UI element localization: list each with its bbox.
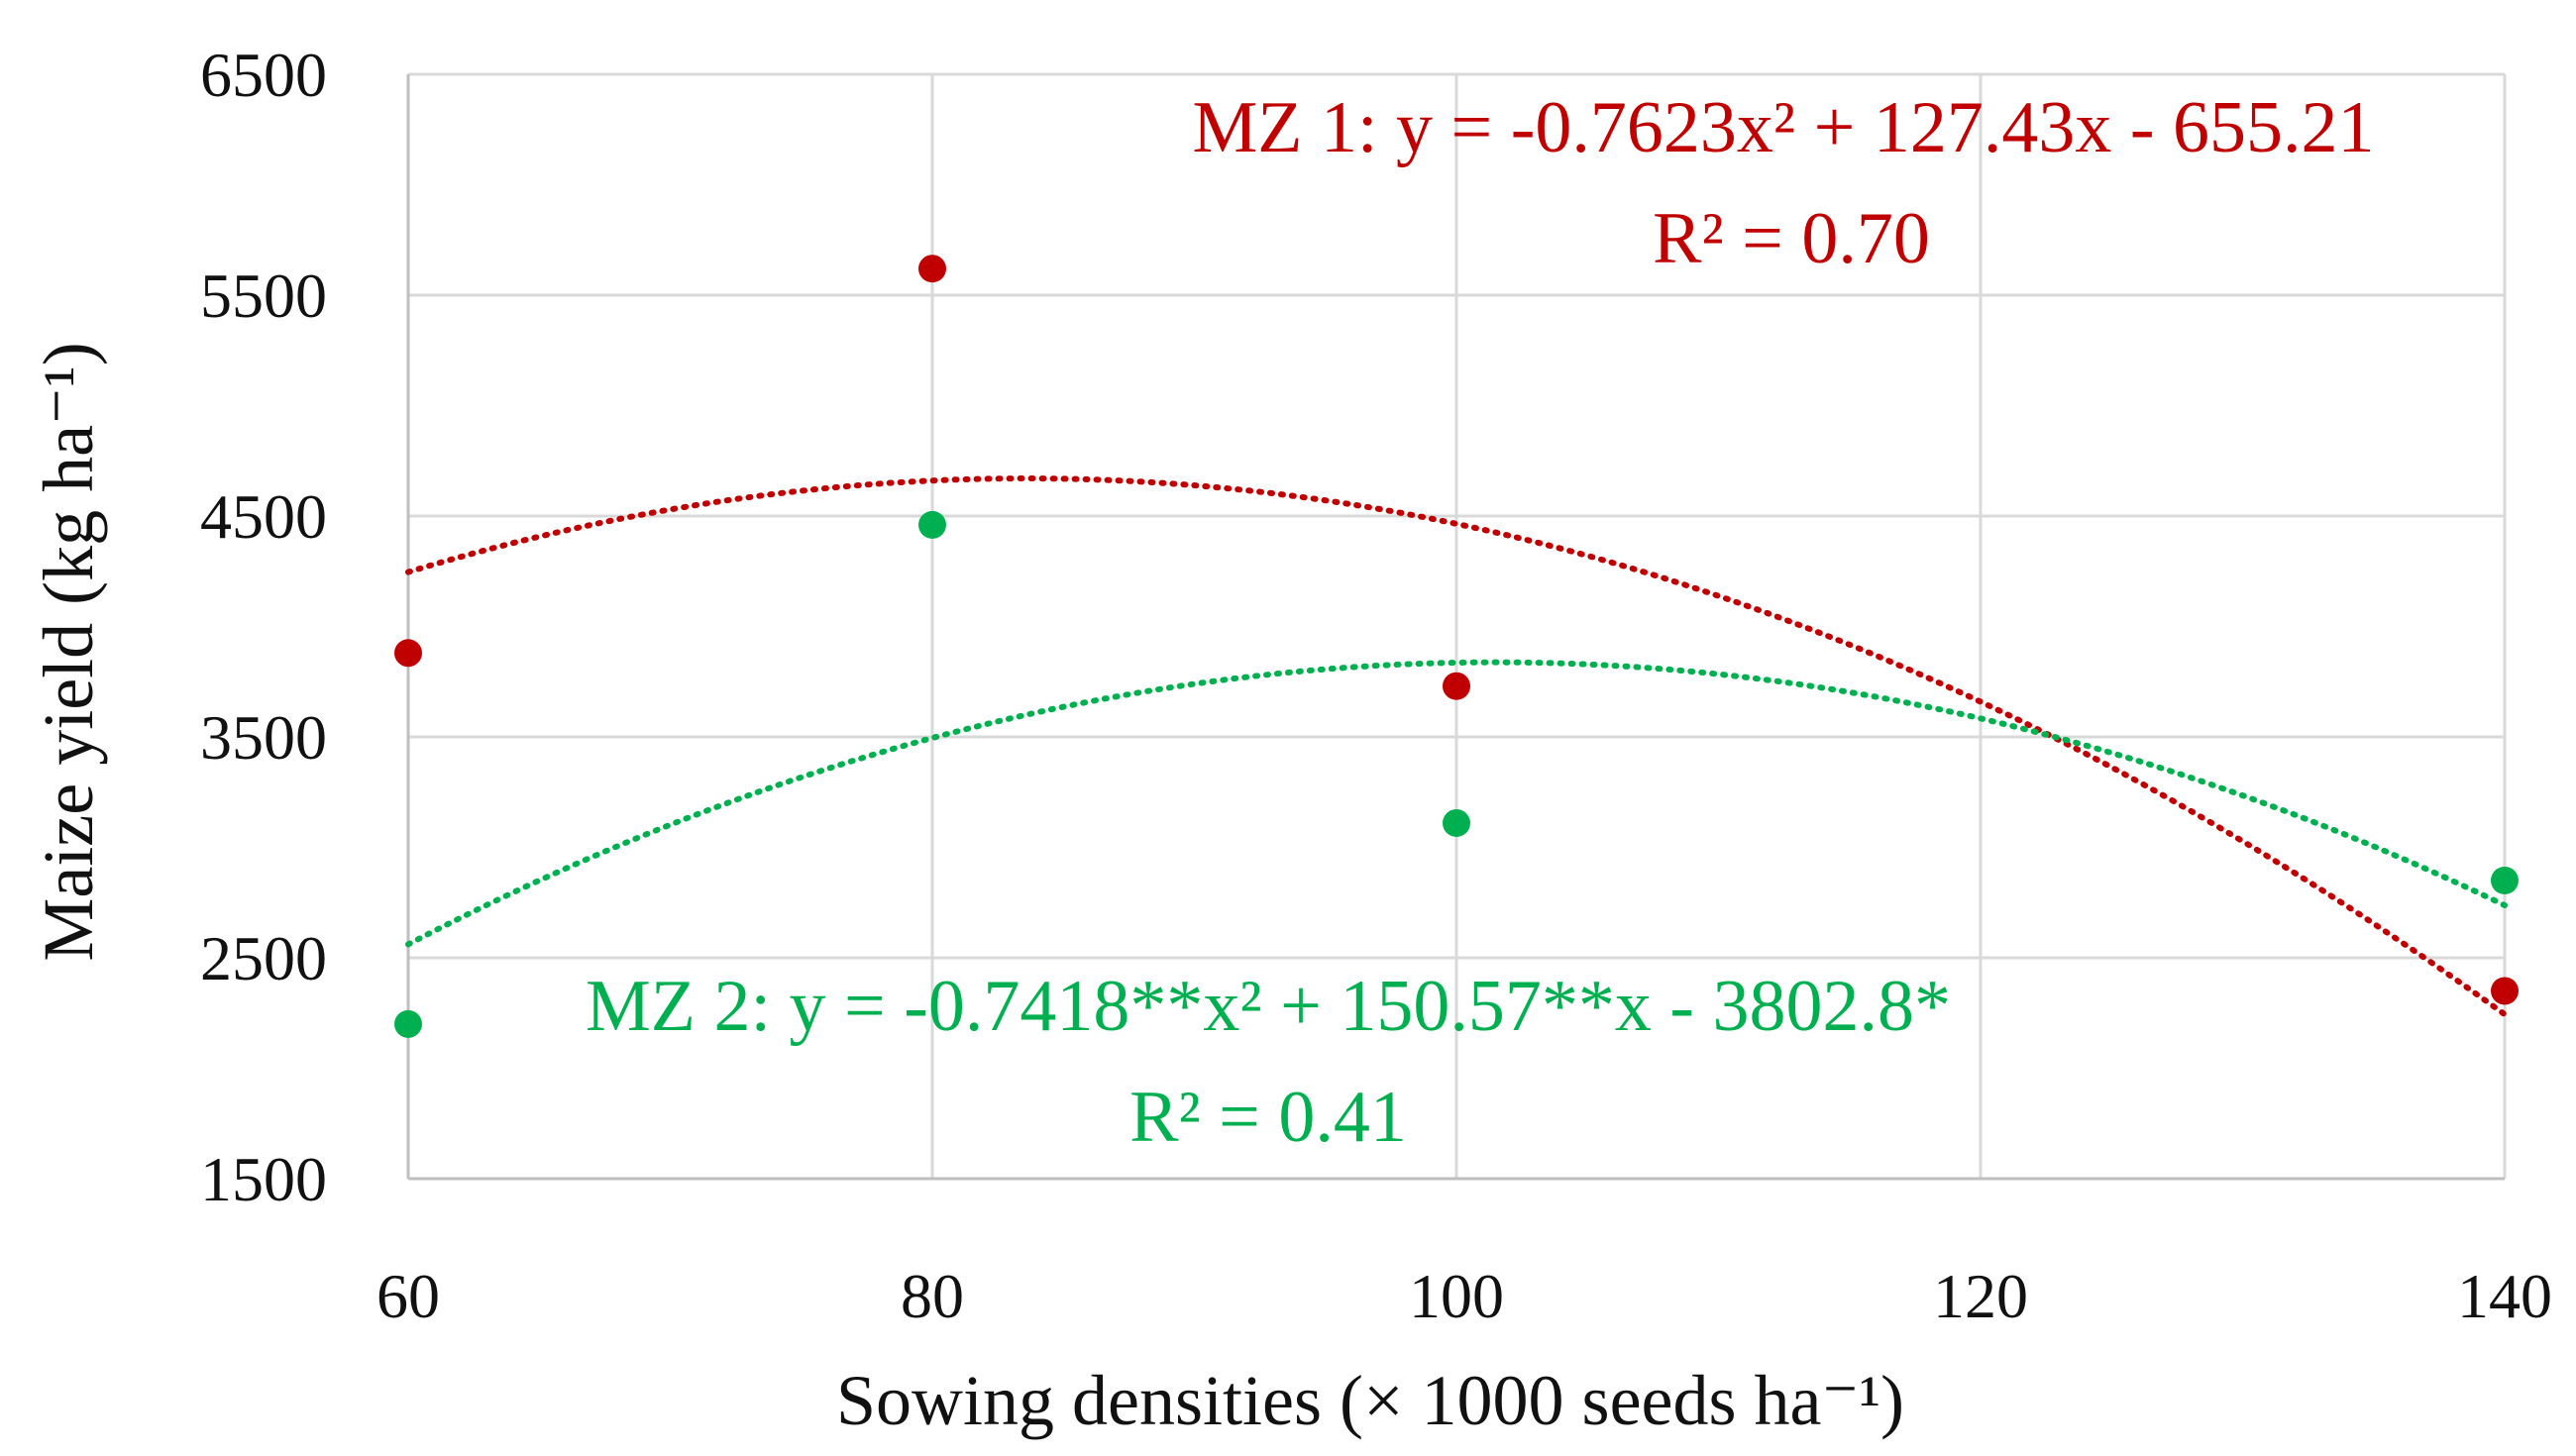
data-points bbox=[394, 255, 2519, 1038]
data-point-mz1 bbox=[1443, 672, 1470, 700]
data-point-mz2 bbox=[2491, 866, 2519, 894]
axes bbox=[406, 74, 2505, 1181]
mz2-equation: MZ 2: y = -0.7418**x² + 150.57**x - 3802… bbox=[586, 966, 1951, 1047]
data-point-mz2 bbox=[394, 1009, 422, 1038]
y-tick-label: 6500 bbox=[200, 40, 327, 110]
mz2-r2: R² = 0.41 bbox=[1129, 1077, 1407, 1158]
data-point-mz2 bbox=[918, 510, 946, 539]
y-tick-label: 2500 bbox=[200, 923, 327, 993]
mz1-equation: MZ 1: y = -0.7623x² + 127.43x - 655.21 bbox=[1193, 87, 2375, 168]
tick-labels: 1500 2500 3500 4500 5500 6500 60 80 100 120 140 bbox=[200, 40, 2552, 1331]
y-tick-label: 1500 bbox=[200, 1144, 327, 1214]
x-axis-title: Sowing densities (× 1000 seeds ha⁻¹) bbox=[836, 1361, 1904, 1440]
y-tick-label: 4500 bbox=[200, 481, 327, 552]
x-tick-label: 80 bbox=[901, 1261, 964, 1331]
data-point-mz2 bbox=[1443, 808, 1470, 837]
x-tick-label: 140 bbox=[2457, 1261, 2552, 1331]
x-tick-label: 100 bbox=[1409, 1261, 1504, 1331]
x-tick-label: 60 bbox=[376, 1261, 440, 1331]
y-axis-title: Maize yield (kg ha⁻¹) bbox=[29, 342, 108, 961]
data-point-mz1 bbox=[2491, 977, 2519, 1005]
trendlines bbox=[405, 475, 2508, 1018]
trendline-mz1 bbox=[405, 475, 2508, 1018]
y-tick-label: 3500 bbox=[200, 702, 327, 773]
x-tick-label: 120 bbox=[1933, 1261, 2028, 1331]
data-point-mz1 bbox=[918, 255, 946, 283]
data-point-mz1 bbox=[394, 639, 422, 668]
trendline-mz2 bbox=[405, 659, 2508, 948]
mz1-r2: R² = 0.70 bbox=[1653, 198, 1930, 279]
y-tick-label: 5500 bbox=[200, 260, 327, 331]
